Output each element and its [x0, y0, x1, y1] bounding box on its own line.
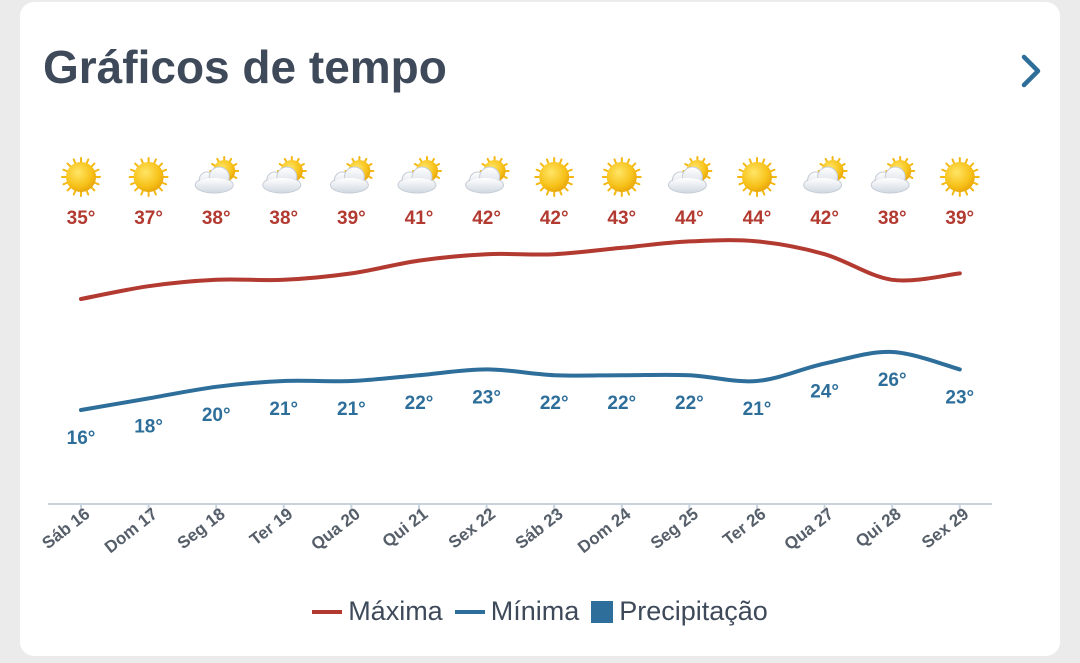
max-value-label: 44° — [675, 208, 704, 229]
max-value-label: 35° — [67, 208, 96, 229]
max-value-label: 39° — [337, 208, 366, 229]
temperature-chart: 35° 37° 38° 38° 39° 41° 42° 42° 43° 44° 44° 42° 38° 3… — [39, 156, 992, 557]
max-temperature-line — [79, 238, 962, 301]
min-value-label: 16° — [67, 428, 96, 449]
max-value-label: 42° — [472, 208, 501, 229]
min-value-label: 21° — [743, 399, 772, 420]
legend-precip-label: Precipitação — [619, 596, 768, 626]
chevron-right-icon[interactable] — [1013, 50, 1049, 92]
x-tick-label: Sex 29 — [918, 504, 972, 552]
min-value-label: 22° — [607, 393, 636, 414]
min-value-label: 22° — [540, 393, 569, 414]
max-value-label: 38° — [878, 208, 907, 229]
min-temperature-line — [79, 349, 962, 412]
x-tick-label: Ter 26 — [719, 504, 769, 549]
x-tick-label: Seg 25 — [647, 504, 702, 553]
min-value-label: 18° — [134, 416, 163, 437]
max-value-label: 38° — [269, 208, 298, 229]
min-value-label: 20° — [202, 405, 231, 426]
max-value-label: 41° — [405, 208, 434, 229]
max-value-label: 44° — [743, 208, 772, 229]
min-value-label: 26° — [878, 370, 907, 391]
x-tick-label: Seg 18 — [174, 504, 229, 553]
partly-cloudy-icon — [465, 156, 510, 194]
max-value-label: 42° — [540, 208, 569, 229]
x-tick-label: Qui 28 — [852, 504, 905, 551]
card-title: Gráficos de tempo — [43, 41, 447, 93]
x-tick-label: Sáb 16 — [39, 504, 94, 553]
sun-icon — [737, 157, 777, 197]
min-value-label: 21° — [269, 399, 298, 420]
max-value-label: 42° — [810, 208, 839, 229]
max-value-label: 38° — [202, 208, 231, 229]
x-tick-label: Dom 24 — [574, 504, 635, 557]
legend-item-max: Máxima — [312, 596, 443, 627]
chart-legend: Máxima Mínima Precipitação — [20, 596, 1060, 627]
legend-precip-swatch — [591, 600, 614, 623]
partly-cloudy-icon — [194, 156, 240, 194]
sun-icon — [534, 157, 575, 197]
partly-cloudy-icon — [329, 156, 375, 194]
x-tick-label: Qui 21 — [379, 504, 432, 551]
max-value-label: 39° — [945, 208, 974, 229]
legend-max-label: Máxima — [348, 596, 443, 626]
partly-cloudy-icon — [262, 156, 307, 194]
legend-max-swatch — [312, 609, 343, 614]
legend-item-precip: Precipitação — [591, 596, 768, 627]
x-tick-label: Sáb 23 — [512, 504, 567, 553]
min-value-label: 23° — [472, 387, 501, 408]
legend-min-label: Mínima — [490, 596, 580, 626]
x-tick-label: Dom 17 — [101, 504, 161, 557]
legend-item-min: Mínima — [454, 596, 580, 627]
min-value-label: 23° — [945, 387, 974, 408]
x-tick-label: Qua 20 — [307, 504, 363, 554]
max-value-label: 37° — [134, 208, 163, 229]
legend-min-swatch — [454, 609, 485, 614]
min-value-label: 22° — [405, 393, 434, 414]
weather-chart-card: Gráficos de tempo 35° 37° 38° 38° 39° 41° 42° 4… — [20, 2, 1060, 656]
min-value-label: 22° — [675, 393, 704, 414]
max-value-label: 43° — [607, 208, 636, 229]
partly-cloudy-icon — [397, 156, 442, 194]
sun-icon — [939, 157, 980, 197]
x-tick-label: Qua 27 — [781, 504, 837, 554]
partly-cloudy-icon — [803, 156, 848, 194]
x-tick-label: Ter 19 — [246, 504, 296, 549]
min-value-label: 24° — [810, 382, 839, 403]
sun-icon — [601, 157, 642, 197]
sun-icon — [61, 157, 101, 197]
partly-cloudy-icon — [870, 156, 916, 194]
partly-cloudy-icon — [667, 156, 713, 194]
x-tick-label: Sex 22 — [445, 504, 499, 552]
min-value-label: 21° — [337, 399, 366, 420]
sun-icon — [128, 157, 169, 197]
